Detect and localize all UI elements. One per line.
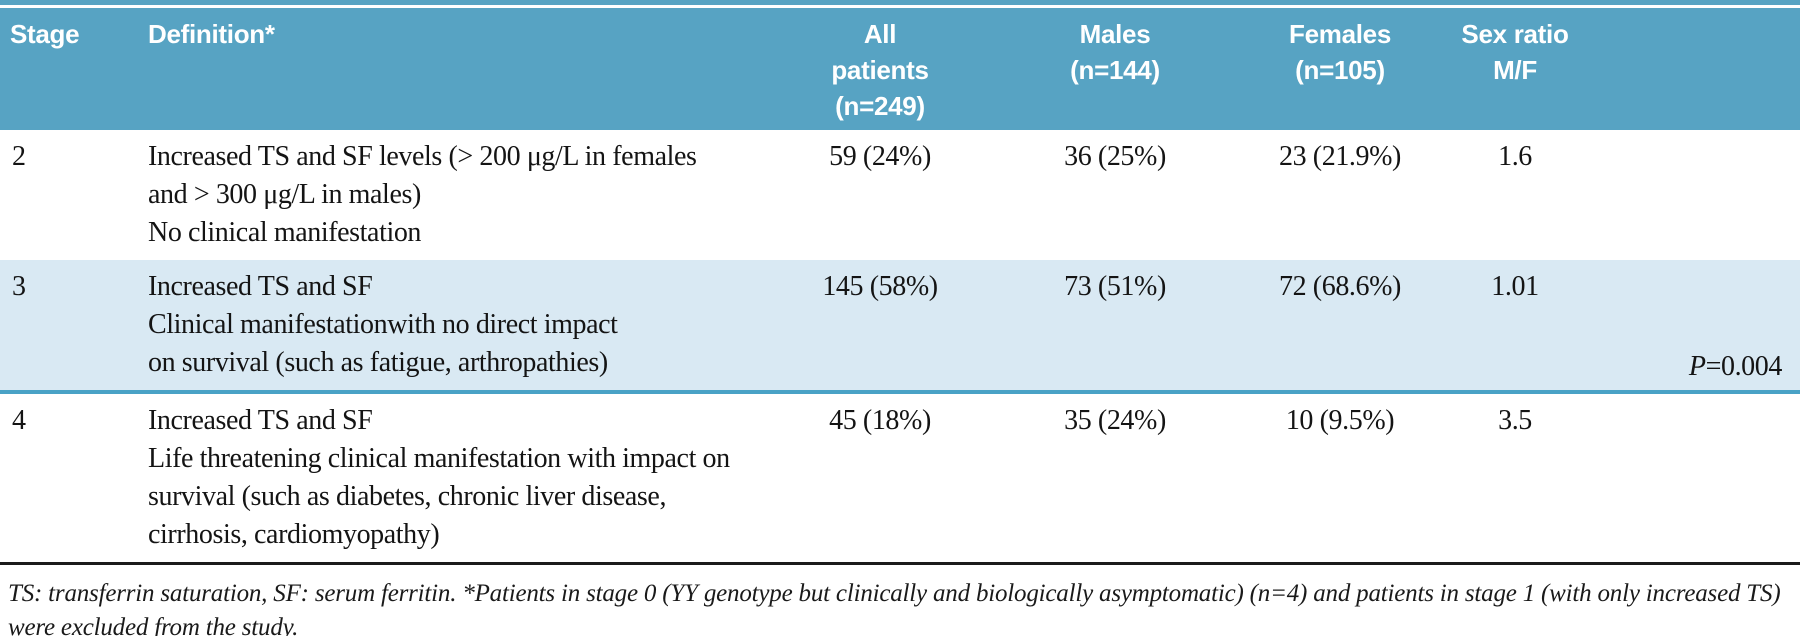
col-header-females: Females (n=105)	[1260, 8, 1420, 130]
staging-table: Stage Definition* All patients (n=249) M…	[0, 8, 1800, 565]
definition-cell: Increased TS and SF Clinical manifestati…	[140, 260, 790, 394]
stage-cell: 2	[12, 141, 26, 172]
females-cell: 72 (68.6%)	[1260, 260, 1420, 394]
table-row-stage-4: 4 Increased TS and SF Life threatening c…	[0, 392, 1800, 565]
p-value-number: =0.004	[1705, 351, 1783, 382]
table-row-stage-2: 2 Increased TS and SF levels (> 200 μg/L…	[0, 130, 1800, 260]
p-value-cell	[1610, 130, 1800, 260]
all-patients-cell: 59 (24%)	[829, 141, 931, 172]
p-value-cell	[1610, 392, 1800, 565]
col-header-all-patients: All patients (n=249)	[790, 8, 970, 130]
all-patients-cell: 45 (18%)	[790, 392, 970, 565]
col-header-stage: Stage	[0, 8, 140, 130]
stage-cell: 3	[0, 260, 140, 394]
females-cell: 10 (9.5%)	[1260, 392, 1420, 565]
table-header: Stage Definition* All patients (n=249) M…	[0, 8, 1800, 130]
definition-cell: Increased TS and SF levels (> 200 μg/L i…	[148, 141, 697, 248]
females-cell: 23 (21.9%)	[1279, 141, 1401, 172]
stage-cell: 4	[0, 392, 140, 565]
header-row: Stage Definition* All patients (n=249) M…	[0, 8, 1800, 130]
col-header-definition: Definition*	[140, 8, 790, 130]
males-cell: 35 (24%)	[970, 392, 1260, 565]
sex-ratio-cell: 1.6	[1498, 141, 1532, 172]
males-cell: 36 (25%)	[1064, 141, 1166, 172]
table-footnote: TS: transferrin saturation, SF: serum fe…	[8, 580, 1781, 636]
sex-ratio-cell: 1.01	[1420, 260, 1610, 394]
sex-ratio-cell: 3.5	[1420, 392, 1610, 565]
all-patients-cell: 145 (58%)	[790, 260, 970, 394]
col-header-sex-ratio: Sex ratio M/F	[1420, 8, 1610, 130]
males-cell: 73 (51%)	[970, 260, 1260, 394]
col-header-males: Males (n=144)	[970, 8, 1260, 130]
top-rule	[0, 0, 1800, 5]
p-value-cell: P=0.004	[1610, 260, 1800, 394]
p-value-label: P	[1688, 351, 1706, 382]
table-row-stage-3: 3 Increased TS and SF Clinical manifesta…	[0, 260, 1800, 394]
col-header-empty	[1610, 8, 1800, 130]
definition-cell: Increased TS and SF Life threatening cli…	[140, 392, 790, 565]
